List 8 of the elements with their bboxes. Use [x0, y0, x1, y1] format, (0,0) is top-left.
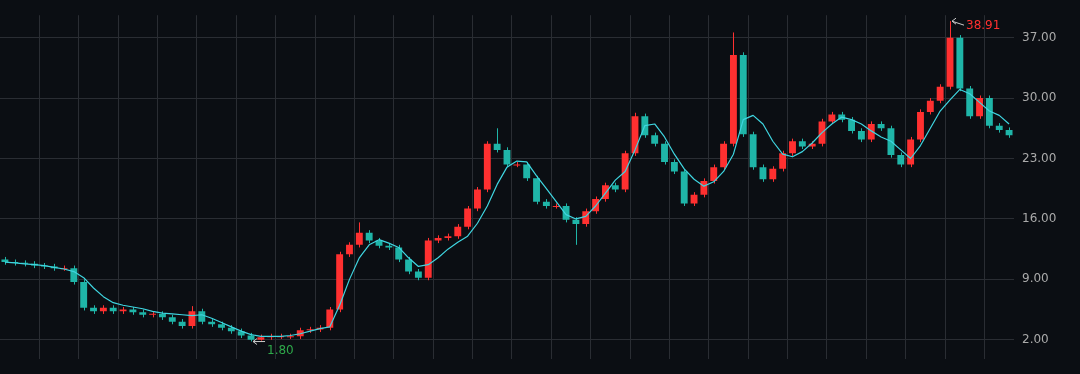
y-tick-label: 23.00: [1022, 150, 1057, 165]
y-tick-label: 30.00: [1022, 90, 1057, 105]
y-tick-label: 9.00: [1022, 271, 1049, 286]
y-tick-label: 2.00: [1022, 331, 1049, 346]
y-tick-label: 37.00: [1022, 29, 1057, 44]
annotation: 1.80: [267, 342, 294, 357]
annotation: 38.91: [966, 18, 1001, 33]
y-tick-label: 16.00: [1022, 211, 1057, 226]
